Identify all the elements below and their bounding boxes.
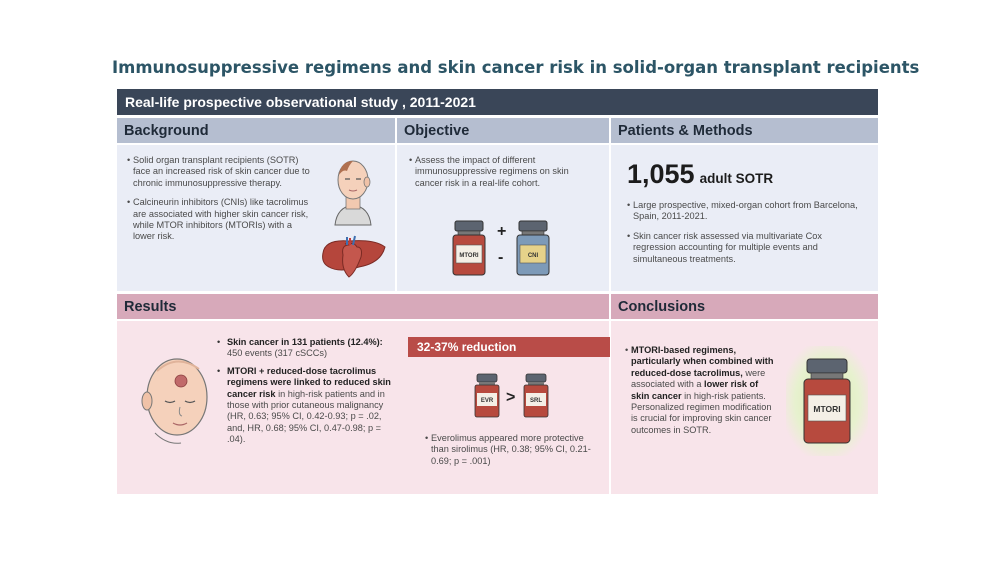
patient-count-label: adult SOTR — [699, 171, 774, 186]
background-bullet-2: Calcineurin inhibitors (CNIs) like tacro… — [127, 197, 309, 243]
background-bullet-1: Solid organ transplant recipients (SOTR)… — [127, 155, 317, 189]
mtori-vial-icon: MTORI — [452, 220, 486, 276]
objective-heading: Objective — [397, 118, 609, 143]
results-heading: Results — [117, 294, 609, 319]
patients-methods-heading: Patients & Methods — [611, 118, 878, 143]
study-banner: Real-life prospective observational stud… — [117, 89, 878, 115]
patients-bullet-1: Large prospective, mixed-organ cohort fr… — [627, 200, 867, 223]
greater-than-sign: > — [506, 389, 516, 406]
conclusions-bullet: MTORI-based regimens, particularly when … — [625, 345, 775, 436]
results-bullet-1-text: 450 events (317 cSCCs) — [227, 348, 328, 359]
results-bullet-1: Skin cancer in 131 patients (12.4%): 450… — [217, 337, 397, 360]
evr-vial-icon: EVR — [474, 373, 500, 418]
objective-panel: Assess the impact of different immunosup… — [397, 145, 609, 291]
objective-bullet-1: Assess the impact of different immunosup… — [409, 155, 589, 189]
cni-vial-label: CNI — [528, 253, 539, 259]
srl-vial-icon: SRL — [523, 373, 549, 418]
minus-sign: - — [498, 249, 504, 266]
conclusions-panel: MTORI-based regimens, particularly when … — [611, 321, 878, 494]
patient-count: 1,055 — [627, 159, 695, 189]
results-bullet-2: MTORI + reduced-dose tacrolimus regimens… — [217, 366, 397, 446]
cni-vial-icon: CNI — [516, 220, 550, 276]
background-heading: Background — [117, 118, 395, 143]
srl-vial-label: SRL — [530, 398, 542, 404]
plus-sign: + — [497, 223, 507, 240]
infographic-title: Immunosuppressive regimens and skin canc… — [112, 58, 920, 77]
mtori-conclusion-vial-icon: MTORI — [803, 358, 851, 444]
organs-icon — [322, 235, 386, 278]
reduction-badge: 32-37% reduction — [408, 337, 610, 357]
patients-bullet-2: Skin cancer risk assessed via multivaria… — [627, 231, 867, 265]
patients-methods-panel: 1,055 adult SOTR Large prospective, mixed… — [611, 145, 878, 291]
patient-head-icon — [334, 160, 372, 226]
conclusions-heading: Conclusions — [611, 294, 878, 319]
results-bullet-1-bold: Skin cancer in 131 patients (12.4%): — [227, 337, 383, 347]
mtori-conclusion-vial-label: MTORI — [813, 404, 840, 414]
results-note: Everolimus appeared more protective than… — [425, 433, 600, 467]
background-panel: Solid organ transplant recipients (SOTR)… — [117, 145, 395, 291]
results-bullet-2-text: in high-risk patients and in those with … — [227, 388, 385, 445]
evr-vial-label: EVR — [481, 398, 494, 404]
mtori-vial-label: MTORI — [459, 253, 479, 259]
face-lesion-icon — [141, 358, 208, 444]
results-bullet-2-bold: MTORI + reduced-dose tacrolimus regimens… — [227, 365, 391, 399]
